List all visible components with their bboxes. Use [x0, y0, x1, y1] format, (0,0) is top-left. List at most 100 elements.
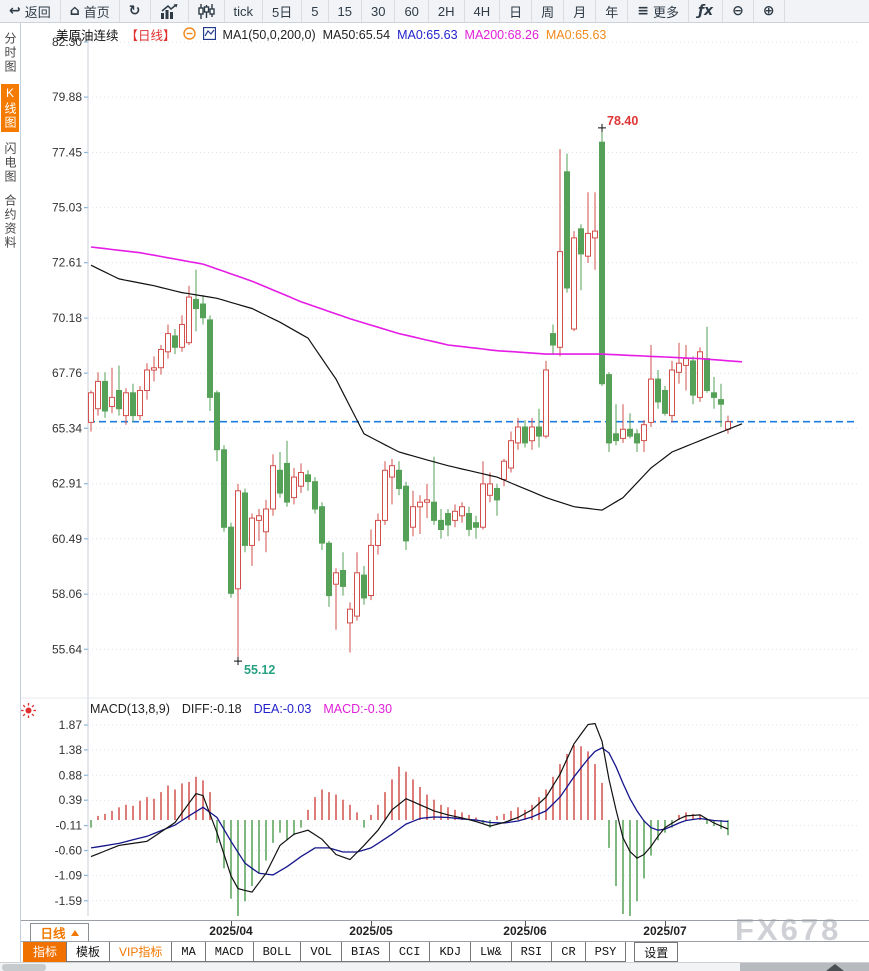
candle	[158, 349, 164, 369]
ma-indicator-icon[interactable]	[202, 26, 216, 43]
candle	[459, 506, 465, 517]
expand-arrow-icon[interactable]	[826, 964, 844, 971]
indicator-tab-bar: 指标 模板 VIP指标 MA MACD BOLL VOL BIAS CCI KDJ LW& RSI CR…	[20, 941, 869, 962]
candle	[508, 440, 514, 469]
trend-chart-button[interactable]	[151, 0, 189, 22]
toolbar-item-label: 返回	[24, 4, 51, 20]
collapse-icon[interactable]	[182, 26, 196, 43]
candle	[669, 369, 675, 417]
toolbar-item-label: 5日	[272, 4, 293, 20]
period-5day-button[interactable]: 5日	[263, 0, 303, 22]
candle	[200, 303, 206, 319]
candle	[662, 390, 668, 414]
candle	[697, 351, 703, 398]
macd-axis-label: 1.87	[59, 718, 83, 732]
candle	[718, 399, 724, 405]
period-tick-button[interactable]: tick	[225, 0, 264, 22]
zoom-out-button[interactable]: ⊖	[723, 0, 754, 22]
candle	[487, 483, 493, 496]
candle	[249, 517, 255, 546]
month-tick	[371, 921, 372, 926]
period-5min-button[interactable]: 5	[302, 0, 329, 22]
macd-macd-value: MACD:-0.30	[323, 702, 393, 716]
price-axis-label: 58.06	[52, 587, 82, 601]
horizontal-scrollbar[interactable]	[0, 962, 869, 971]
period-60min-button[interactable]: 60	[395, 0, 429, 22]
back-arrow-icon: ↩	[9, 3, 21, 19]
candle	[711, 392, 717, 398]
formula-button[interactable]: ƒx	[689, 0, 724, 22]
candle	[298, 472, 304, 487]
candlestick-view-button[interactable]	[189, 0, 225, 22]
period-selector[interactable]: 日线	[30, 923, 89, 942]
tab-模板[interactable]: 模板	[66, 942, 111, 962]
tab-LW&[interactable]: LW&	[470, 942, 512, 962]
sidebar-item-chart-type[interactable]: 分时图	[3, 32, 17, 74]
candle	[424, 499, 430, 503]
candle	[291, 476, 297, 499]
period-4h-button[interactable]: 4H	[465, 0, 501, 22]
toolbar-item-label: 15	[337, 3, 352, 19]
macd-axis-label: -0.11	[56, 819, 83, 833]
macd-axis-label: 0.88	[59, 768, 83, 782]
tab-VOL[interactable]: VOL	[300, 942, 343, 962]
candle	[151, 367, 157, 371]
scrollbar-thumb-right[interactable]	[740, 963, 869, 971]
price-panel: 78.40 55.12	[88, 114, 858, 677]
indicator-alert-icon[interactable]	[20, 702, 37, 719]
macd-diff-value: DIFF:-0.18	[181, 702, 242, 716]
tab-VIP指标[interactable]: VIP指标	[109, 942, 173, 962]
sidebar-item-chart-type[interactable]: 闪电图	[3, 142, 17, 184]
period-30min-button[interactable]: 30	[362, 0, 396, 22]
candle	[634, 433, 640, 444]
candle	[340, 570, 346, 587]
period-15min-button[interactable]: 15	[329, 0, 362, 22]
macd-axis-label: 0.39	[59, 793, 83, 807]
period-year-button[interactable]: 年	[596, 0, 629, 22]
tab-KDJ[interactable]: KDJ	[429, 942, 472, 962]
candle	[599, 141, 605, 385]
candle	[130, 392, 136, 417]
candle	[256, 515, 262, 521]
sidebar-item-active[interactable]: K线图	[1, 84, 19, 132]
tab-指标[interactable]: 指标	[23, 942, 68, 962]
symbol-name: 美原油连续	[56, 29, 119, 43]
high-price-label: 78.40	[607, 114, 638, 128]
tab-设置[interactable]: 设置	[634, 942, 679, 962]
sidebar-item-chart-type[interactable]: 合约资料	[3, 194, 17, 250]
triangle-up-icon	[70, 929, 79, 936]
zoom-in-button[interactable]: ⊕	[754, 0, 785, 22]
x-axis-label: 2025/05	[349, 924, 393, 938]
ma0-value-orange: MA0:65.63	[545, 27, 607, 42]
period-month-button[interactable]: 月	[564, 0, 597, 22]
more-button[interactable]: ≡ 更多	[628, 0, 689, 22]
tab-BIAS[interactable]: BIAS	[341, 942, 390, 962]
period-2h-button[interactable]: 2H	[429, 0, 465, 22]
tab-MA[interactable]: MA	[171, 942, 206, 962]
candle	[165, 333, 171, 353]
home-button[interactable]: ⌂ 首页	[61, 0, 120, 22]
candle	[529, 426, 535, 442]
period-day-button[interactable]: 日	[500, 0, 533, 22]
price-axis-label: 70.18	[52, 311, 82, 325]
candle	[550, 333, 556, 346]
scrollbar-thumb-left[interactable]	[2, 964, 46, 971]
tab-PSY[interactable]: PSY	[584, 942, 627, 962]
price-and-macd-chart[interactable]: 82.30 79.88 77.45 75.03 72.61 70.18 67.76 65.34…	[20, 22, 869, 920]
toolbar-item-label: 周	[541, 4, 555, 20]
tab-MACD[interactable]: MACD	[204, 942, 254, 962]
toolbar-item-label: 月	[573, 4, 587, 20]
back-button[interactable]: ↩ 返回	[0, 0, 61, 22]
tab-RSI[interactable]: RSI	[510, 942, 553, 962]
macd-axis-label: -1.09	[55, 868, 83, 882]
period-selector-label: 日线	[40, 927, 66, 941]
toolbar-item-label: 年	[605, 4, 619, 20]
tab-BOLL[interactable]: BOLL	[252, 942, 302, 962]
refresh-button[interactable]: ↻	[120, 0, 151, 22]
tab-CR[interactable]: CR	[551, 942, 586, 962]
period-week-button[interactable]: 周	[532, 0, 565, 22]
tab-CCI[interactable]: CCI	[388, 942, 431, 962]
toolbar-item-label: 5	[311, 3, 319, 19]
x-axis-label: 2025/07	[643, 924, 687, 938]
